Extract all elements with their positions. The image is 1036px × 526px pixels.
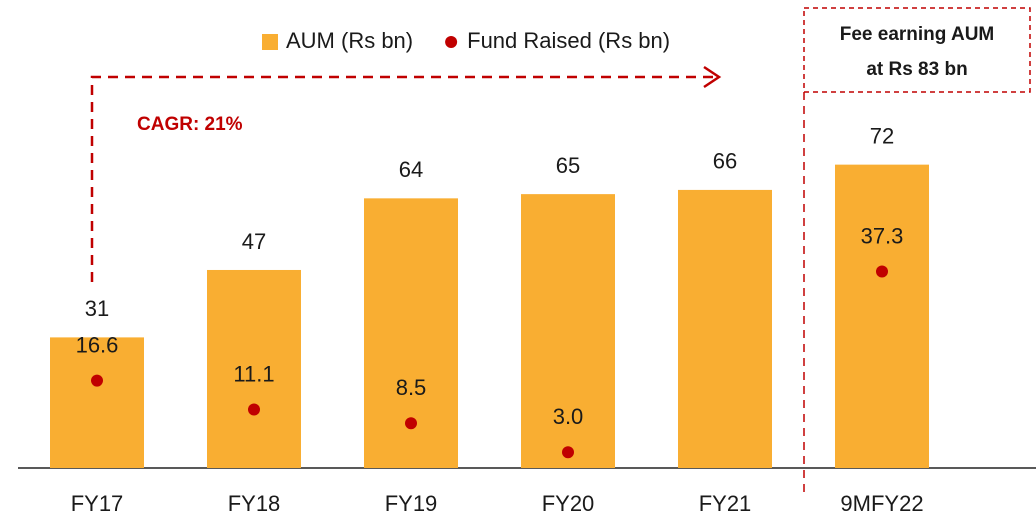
dot-label: 11.1: [233, 361, 274, 386]
legend-swatch: [445, 36, 458, 48]
x-tick-label: FY18: [228, 491, 281, 516]
bar-label: 72: [870, 123, 894, 148]
bar-label: 66: [713, 149, 737, 174]
bar: [521, 194, 615, 468]
bar-label: 31: [85, 296, 109, 321]
bar: [207, 269, 301, 468]
bar: [50, 337, 144, 468]
bar-label: 47: [242, 229, 266, 254]
dot-label: 16.6: [76, 332, 119, 357]
bar-label: 65: [556, 153, 580, 178]
bar-label: 64: [399, 157, 423, 182]
dot-label: 3.0: [553, 404, 584, 429]
fee-text: at Rs 83 bn: [866, 59, 967, 80]
dot: [876, 265, 888, 278]
legend-label: AUM (Rs bn): [286, 28, 413, 53]
dot: [405, 417, 417, 430]
dot: [91, 374, 103, 387]
cagr-label: CAGR: 21%: [137, 114, 243, 135]
dot-label: 8.5: [396, 375, 427, 400]
x-tick-label: FY19: [385, 491, 438, 516]
dot: [562, 446, 574, 459]
x-tick-label: FY20: [542, 491, 595, 516]
cagr-arrow: [90, 75, 718, 282]
x-tick-label: 9MFY22: [840, 491, 923, 516]
bar: [678, 189, 772, 469]
fee-box: [803, 7, 1031, 93]
bar: [835, 164, 929, 468]
arrow-head: [703, 65, 722, 89]
x-tick-label: FY17: [71, 491, 124, 516]
legend-label: Fund Raised (Rs bn): [467, 28, 670, 53]
fee-text: Fee earning AUM: [840, 24, 995, 45]
dot-label: 37.3: [861, 223, 904, 248]
legend-swatch: [262, 34, 278, 50]
x-tick-label: FY21: [699, 491, 752, 516]
dot: [248, 403, 260, 416]
